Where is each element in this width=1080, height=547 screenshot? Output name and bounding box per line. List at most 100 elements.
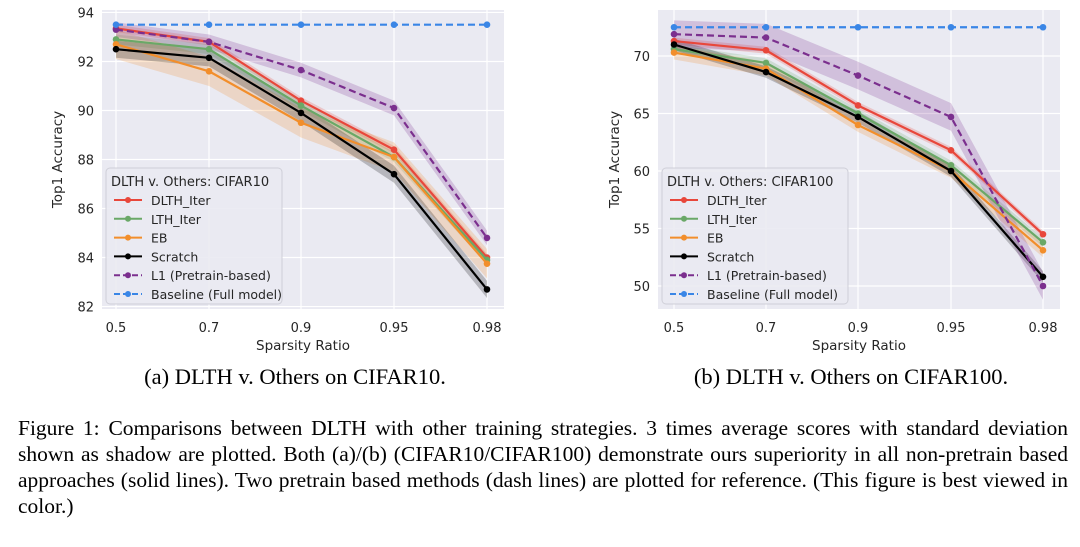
x-axis-label: Sparsity Ratio [812,338,906,354]
data-point-eb [112,41,120,48]
legend-label-l1-pretrain-based: L1 (Pretrain-based) [707,268,827,283]
legend-marker-scratch [125,253,131,260]
data-point-baseline-full-model [854,23,862,31]
y-tick-label: 82 [77,301,94,316]
data-point-dlth-iter [1039,230,1047,238]
chart-cifar100: 50 55 60 65 70 0.5 0.7 0.9 0.95 0.98 Sparsity Rati… [607,10,1060,354]
subcaption-b: (b) DLTH v. Others on CIFAR100. [694,364,1008,389]
legend: DLTH v. Others: CIFAR10 DLTH_Iter LTH_Iter… [105,167,283,305]
data-point-eb [205,67,213,75]
x-tick-label: 0.98 [473,321,502,336]
data-point-l1-pretrain-based [390,104,398,112]
data-point-dlth-iter [854,102,862,109]
data-point-baseline-full-model [297,21,305,29]
data-point-lth-iter [947,161,955,169]
data-point-scratch [297,109,305,117]
data-point-eb [670,49,678,56]
legend-label-dlth-iter: DLTH_Iter [151,193,211,208]
legend-label-lth-iter: LTH_Iter [151,212,202,227]
data-point-scratch [390,170,398,178]
legend-marker-dlth-iter [125,197,131,203]
x-tick-label: 0.7 [199,321,220,336]
legend-label-baseline-full-model: Baseline (Full model) [151,287,282,302]
y-tick-label: 50 [633,280,650,295]
legend-marker-scratch [681,253,687,260]
data-point-lth-iter [205,45,213,53]
figure-caption: Figure 1: Comparisons between DLTH with … [18,416,1068,518]
data-point-l1-pretrain-based [854,72,862,79]
data-point-l1-pretrain-based [1039,282,1047,290]
data-point-baseline-full-model [1039,23,1047,31]
legend-label-eb: EB [151,231,167,246]
data-point-l1-pretrain-based [947,113,955,121]
data-point-scratch [947,167,955,175]
legend-marker-eb [125,234,131,241]
data-point-lth-iter [112,36,120,43]
x-tick-label: 0.9 [291,321,312,336]
data-point-eb [390,153,398,161]
legend-label-l1-pretrain-based: L1 (Pretrain-based) [151,268,271,283]
data-point-lth-iter [297,102,305,109]
data-point-baseline-full-model [112,21,120,29]
data-point-scratch [112,45,120,53]
x-tick-label: 0.95 [937,321,966,336]
subcaption-a: (a) DLTH v. Others on CIFAR10. [144,364,446,389]
y-tick-label: 84 [77,252,94,267]
y-tick-label: 90 [77,104,94,119]
data-point-eb [483,260,491,267]
data-point-baseline-full-model [390,21,398,29]
y-tick-label: 65 [633,108,650,123]
data-point-baseline-full-model [762,23,770,31]
data-point-dlth-iter [390,146,398,153]
data-point-baseline-full-model [670,23,678,31]
data-point-l1-pretrain-based [297,66,305,74]
data-point-scratch [483,286,491,293]
y-tick-label: 70 [633,50,650,65]
data-point-l1-pretrain-based [205,38,213,46]
y-axis-label: Top1 Accuracy [50,111,66,209]
legend-box [105,167,283,305]
legend-label-scratch: Scratch [707,249,754,264]
legend-marker-dlth-iter [681,197,687,203]
legend-label-eb: EB [707,231,723,246]
data-point-dlth-iter [762,46,770,54]
legend-title: DLTH v. Others: CIFAR100 [667,175,833,190]
legend-marker-eb [681,234,687,241]
data-point-scratch [762,68,770,76]
legend-marker-l1-pretrain-based [681,272,687,279]
x-tick-label: 0.5 [664,321,685,336]
data-point-lth-iter [762,59,770,67]
data-point-l1-pretrain-based [670,30,678,38]
x-tick-label: 0.7 [756,321,777,336]
data-point-baseline-full-model [483,21,491,29]
data-point-baseline-full-model [947,23,955,31]
data-point-baseline-full-model [205,21,213,29]
data-point-l1-pretrain-based [112,26,120,33]
data-point-scratch [854,113,862,121]
y-tick-label: 86 [77,203,94,218]
data-point-eb [297,119,305,127]
data-point-l1-pretrain-based [762,34,770,41]
data-point-eb [854,121,862,129]
legend-label-scratch: Scratch [151,249,198,264]
x-tick-label: 0.9 [848,321,869,336]
legend: DLTH v. Others: CIFAR100 DLTH_Iter LTH_Ite… [661,167,849,305]
x-tick-label: 0.95 [380,321,409,336]
x-tick-label: 0.98 [1029,321,1058,336]
data-point-l1-pretrain-based [483,234,491,242]
data-point-scratch [1039,273,1047,281]
legend-box [661,167,849,305]
y-tick-label: 88 [77,154,94,169]
legend-marker-baseline-full-model [125,291,131,297]
y-axis-label: Top1 Accuracy [607,111,623,209]
legend-marker-l1-pretrain-based [125,272,131,279]
legend-title: DLTH v. Others: CIFAR10 [111,175,269,190]
data-point-dlth-iter [297,97,305,104]
data-point-lth-iter [1039,239,1047,246]
y-tick-label: 60 [633,165,650,180]
x-axis-label: Sparsity Ratio [256,338,350,354]
data-point-scratch [670,41,678,48]
data-point-eb [1039,247,1047,254]
legend-label-baseline-full-model: Baseline (Full model) [707,287,838,302]
